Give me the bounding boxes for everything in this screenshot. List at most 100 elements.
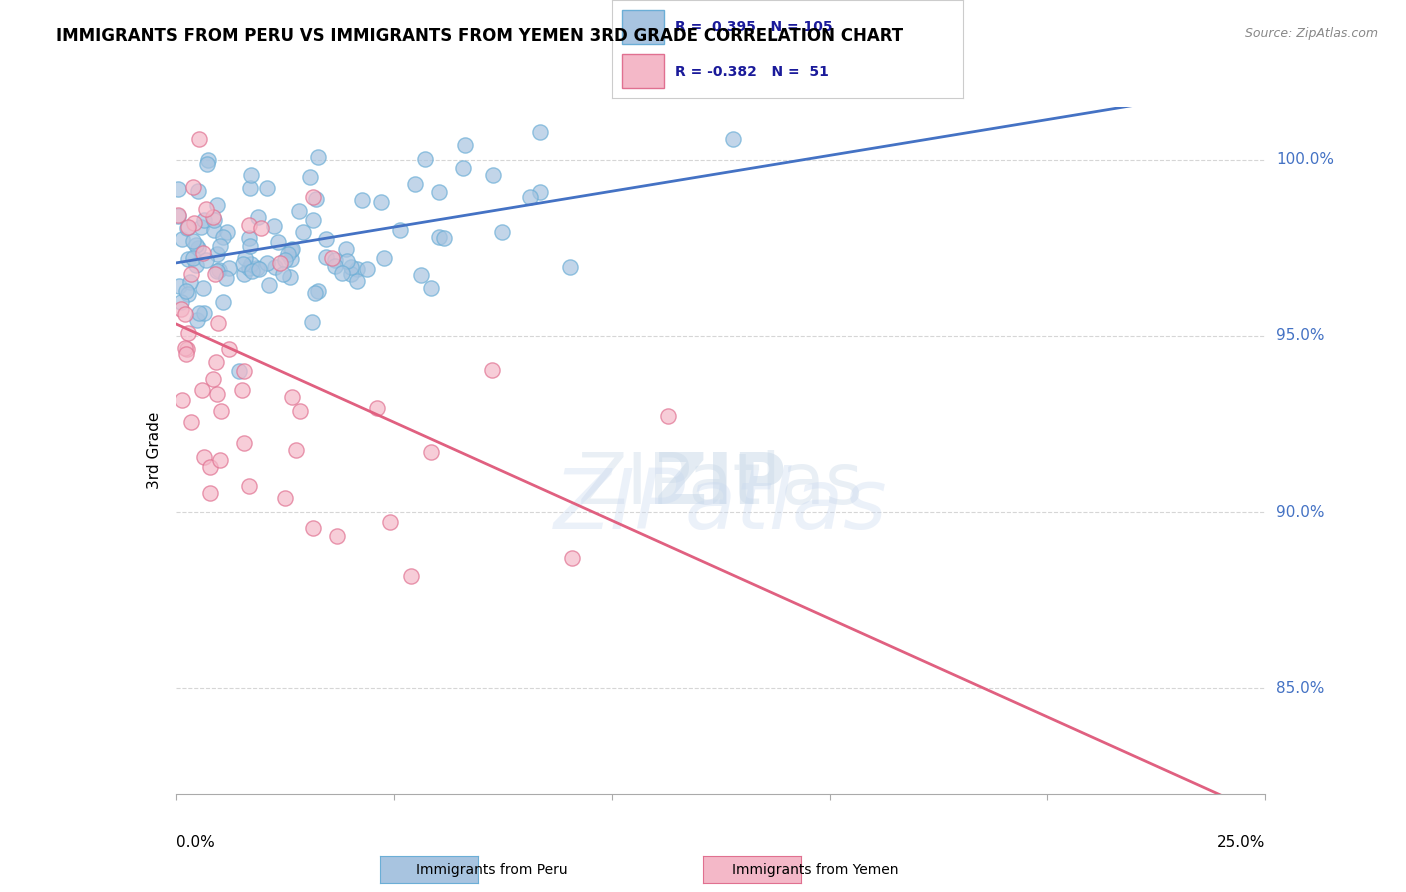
Point xyxy=(305,193,328,207)
Text: IMMIGRANTS FROM PERU VS IMMIGRANTS FROM YEMEN 3RD GRADE CORRELATION CHART: IMMIGRANTS FROM PERU VS IMMIGRANTS FROM … xyxy=(56,27,904,45)
Text: 100.0%: 100.0% xyxy=(1277,153,1334,168)
Point xyxy=(180,267,202,281)
Point xyxy=(209,238,232,252)
Point xyxy=(239,181,262,195)
Point xyxy=(321,251,343,265)
Point xyxy=(267,235,290,250)
Point xyxy=(231,384,253,398)
Point xyxy=(172,392,194,407)
Bar xyxy=(621,10,665,44)
Point xyxy=(378,515,401,529)
Point xyxy=(187,241,209,255)
Point xyxy=(181,180,204,194)
Point xyxy=(218,342,240,356)
Point xyxy=(194,202,217,216)
Point xyxy=(413,152,436,166)
Text: ZIPatlas: ZIPatlas xyxy=(578,450,863,519)
Point xyxy=(290,404,312,418)
Point xyxy=(657,409,679,423)
Point xyxy=(212,295,235,310)
Point xyxy=(233,267,256,281)
Point xyxy=(186,313,208,327)
Point xyxy=(200,459,222,474)
Point xyxy=(263,219,285,234)
Point xyxy=(193,305,215,319)
Text: Immigrants from Peru: Immigrants from Peru xyxy=(416,863,568,877)
Point xyxy=(179,276,201,290)
Point xyxy=(238,219,260,233)
Point xyxy=(304,285,326,300)
Point xyxy=(212,230,235,244)
Point xyxy=(370,194,392,209)
Point xyxy=(186,259,208,273)
Point xyxy=(256,181,278,195)
Point xyxy=(240,256,263,270)
Point xyxy=(307,150,329,164)
Point xyxy=(529,125,551,139)
Point xyxy=(208,263,231,277)
Point xyxy=(433,231,456,245)
Point xyxy=(529,186,551,200)
Point xyxy=(273,491,295,505)
Point xyxy=(205,247,228,261)
Text: 85.0%: 85.0% xyxy=(1277,681,1324,696)
Text: R =  0.395   N = 105: R = 0.395 N = 105 xyxy=(675,21,832,35)
Point xyxy=(205,263,228,277)
Text: Source: ZipAtlas.com: Source: ZipAtlas.com xyxy=(1244,27,1378,40)
Point xyxy=(288,204,311,219)
Point xyxy=(191,245,214,260)
Point xyxy=(204,268,226,282)
Point xyxy=(209,404,232,418)
Point xyxy=(481,168,503,182)
Text: R = -0.382   N =  51: R = -0.382 N = 51 xyxy=(675,64,828,78)
Point xyxy=(240,169,263,183)
Point xyxy=(315,231,337,245)
Point xyxy=(307,284,329,298)
Point xyxy=(177,252,200,267)
Point xyxy=(167,182,190,196)
Point xyxy=(280,270,302,285)
Point xyxy=(232,257,254,271)
Text: 0.0%: 0.0% xyxy=(176,835,215,850)
Point xyxy=(373,252,395,266)
Point xyxy=(246,260,269,275)
Bar xyxy=(621,54,665,88)
Point xyxy=(183,216,205,230)
Y-axis label: 3rd Grade: 3rd Grade xyxy=(146,412,162,489)
Text: Immigrants from Yemen: Immigrants from Yemen xyxy=(733,863,898,877)
Point xyxy=(167,279,190,293)
Point xyxy=(271,267,294,281)
Point xyxy=(291,225,314,239)
Point xyxy=(190,219,212,234)
Point xyxy=(188,306,211,320)
Point xyxy=(190,384,212,398)
Point xyxy=(481,363,503,377)
Point xyxy=(169,294,191,309)
Point xyxy=(181,234,204,248)
Point xyxy=(177,326,200,341)
Point xyxy=(173,342,195,356)
Point xyxy=(197,153,219,168)
Point xyxy=(388,223,411,237)
Point xyxy=(325,253,347,268)
Point xyxy=(167,209,190,223)
Point xyxy=(200,485,222,500)
Point xyxy=(170,232,193,246)
Point xyxy=(284,443,307,458)
Point xyxy=(404,177,426,191)
Point xyxy=(205,197,228,211)
Point xyxy=(184,238,207,252)
Point xyxy=(256,256,278,270)
Point xyxy=(326,529,349,543)
Point xyxy=(247,211,270,225)
Point xyxy=(209,453,232,467)
Point xyxy=(193,450,215,464)
Point xyxy=(191,280,214,294)
Point xyxy=(174,347,197,361)
Point xyxy=(429,230,451,244)
Point xyxy=(281,242,304,256)
Point xyxy=(177,287,200,301)
Point xyxy=(214,270,236,285)
Point xyxy=(302,213,325,227)
Point xyxy=(174,307,197,321)
